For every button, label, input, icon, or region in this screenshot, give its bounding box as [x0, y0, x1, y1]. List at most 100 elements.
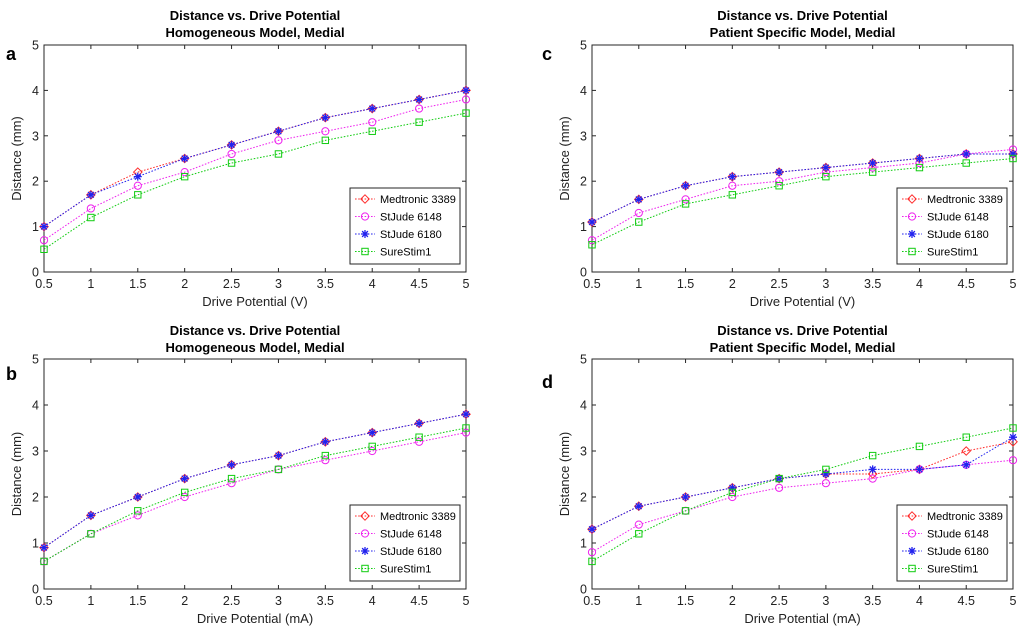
- data-point: [39, 236, 49, 245]
- x-tick-label: 5: [463, 594, 470, 608]
- y-axis-label: Distance (mm): [557, 116, 572, 201]
- data-point: [321, 127, 330, 136]
- data-point: [775, 177, 784, 186]
- data-point: [368, 442, 376, 451]
- series-stjude-6180: [40, 86, 470, 231]
- data-point: [227, 474, 236, 483]
- data-point: [868, 168, 877, 176]
- x-tick-label: 0.5: [35, 594, 52, 608]
- data-point: [461, 95, 471, 104]
- chart-title-line: Patient Specific Model, Medial: [710, 25, 896, 40]
- x-tick-label: 4: [916, 277, 923, 291]
- y-tick-label: 5: [580, 353, 587, 367]
- legend-marker: [360, 194, 370, 204]
- legend-entry: SureStim1: [380, 564, 431, 576]
- data-point: [1008, 456, 1018, 465]
- data-point: [367, 103, 378, 114]
- data-point: [774, 167, 785, 178]
- y-tick-label: 4: [580, 399, 587, 413]
- data-point: [915, 163, 924, 172]
- data-point: [321, 451, 330, 460]
- x-tick-label: 5: [1010, 277, 1017, 291]
- x-tick-label: 1: [635, 277, 642, 291]
- data-point: [681, 195, 690, 204]
- data-point: [133, 181, 142, 190]
- data-point: [133, 172, 142, 181]
- legend-entry: StJude 6180: [927, 229, 989, 241]
- data-point: [86, 511, 95, 520]
- series-line: [591, 427, 1014, 562]
- series-line: [43, 413, 467, 549]
- x-tick-label: 2: [181, 277, 188, 291]
- chart-panel-a: a Distance vs. Drive Potential Homogeneous…: [6, 8, 471, 309]
- data-point: [681, 507, 690, 515]
- data-point: [87, 530, 95, 538]
- data-point: [1009, 154, 1017, 163]
- series-surestim1: [40, 109, 470, 254]
- legend-marker: [360, 529, 370, 538]
- data-point: [635, 218, 643, 226]
- series-line: [591, 158, 1014, 246]
- data-point: [867, 158, 878, 168]
- data-point: [587, 217, 597, 227]
- data-point: [462, 86, 470, 95]
- data-point: [179, 153, 190, 164]
- data-point: [227, 479, 236, 488]
- data-point: [134, 191, 142, 199]
- data-point: [274, 136, 283, 145]
- data-point: [821, 470, 830, 478]
- y-tick-label: 5: [580, 39, 587, 53]
- x-tick-label: 5: [463, 277, 470, 291]
- y-tick-label: 2: [580, 175, 587, 189]
- legend-entry: StJude 6180: [380, 229, 442, 241]
- series-line: [591, 148, 1014, 241]
- data-point: [415, 95, 424, 104]
- y-tick-label: 5: [32, 39, 39, 53]
- data-point: [415, 437, 424, 446]
- series-surestim1: [588, 154, 1017, 249]
- data-point: [1009, 433, 1017, 442]
- y-tick-label: 4: [580, 84, 587, 98]
- y-axis-label: Distance (mm): [9, 432, 24, 517]
- x-tick-label: 1: [87, 277, 94, 291]
- legend: Medtronic 3389 StJude 6148 StJude 6180 Sure…: [349, 504, 461, 582]
- data-point: [85, 189, 96, 200]
- data-point: [321, 437, 330, 446]
- legend-entry: SureStim1: [927, 564, 978, 576]
- data-point: [681, 200, 690, 208]
- data-point: [633, 194, 644, 205]
- x-axis-label: Drive Potential (V): [750, 294, 855, 309]
- chart-panel-b: b Distance vs. Drive Potential Homogeneous…: [6, 323, 471, 626]
- y-tick-label: 1: [580, 537, 587, 551]
- data-point: [321, 136, 330, 145]
- data-point: [320, 112, 331, 123]
- panel-letter: d: [542, 372, 553, 392]
- data-point: [587, 236, 597, 245]
- series-line: [43, 89, 467, 228]
- data-point: [775, 182, 783, 190]
- x-tick-label: 1.5: [677, 277, 694, 291]
- chart-panel-c: c Distance vs. Drive Potential Patient Spe…: [542, 8, 1018, 309]
- data-point: [728, 181, 737, 190]
- data-point: [180, 154, 189, 163]
- y-axis-label: Distance (mm): [9, 116, 24, 201]
- chart-title-line: Distance vs. Drive Potential: [170, 323, 341, 338]
- data-point: [728, 488, 737, 497]
- chart-title-line: Homogeneous Model, Medial: [165, 25, 344, 40]
- legend-entry: SureStim1: [380, 247, 431, 259]
- data-point: [587, 548, 597, 557]
- data-point: [133, 511, 142, 520]
- data-point: [634, 502, 643, 511]
- legend-entry: Medtronic 3389: [927, 194, 1003, 206]
- data-point: [274, 150, 283, 158]
- series-surestim1: [588, 424, 1017, 566]
- data-point: [226, 459, 237, 470]
- data-point: [728, 483, 737, 492]
- y-tick-label: 0: [580, 583, 587, 597]
- data-point: [1008, 436, 1018, 447]
- data-point: [86, 190, 95, 199]
- data-point: [273, 450, 284, 461]
- x-tick-label: 4: [369, 594, 376, 608]
- legend-entry: StJude 6148: [927, 529, 989, 541]
- y-tick-label: 3: [580, 129, 587, 143]
